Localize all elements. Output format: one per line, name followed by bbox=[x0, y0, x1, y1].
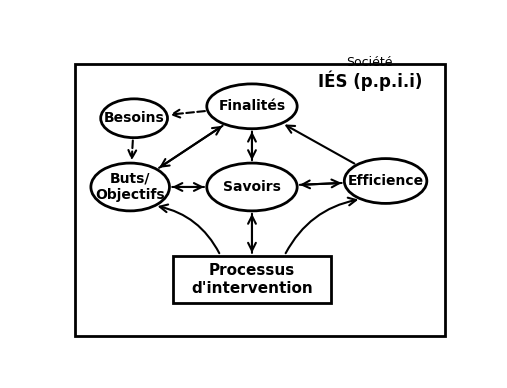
Ellipse shape bbox=[91, 163, 169, 211]
Text: Efficience: Efficience bbox=[347, 174, 424, 188]
Text: IÉS (p.p.i.i): IÉS (p.p.i.i) bbox=[318, 71, 422, 91]
Ellipse shape bbox=[207, 84, 297, 129]
Ellipse shape bbox=[207, 163, 297, 211]
Ellipse shape bbox=[344, 159, 427, 203]
Text: Processus
d'intervention: Processus d'intervention bbox=[191, 263, 313, 296]
FancyBboxPatch shape bbox=[173, 256, 331, 303]
Text: Société: Société bbox=[347, 55, 393, 69]
Text: Savoirs: Savoirs bbox=[223, 180, 281, 194]
Text: Buts/
Objectifs: Buts/ Objectifs bbox=[95, 172, 165, 202]
Ellipse shape bbox=[101, 99, 167, 138]
Text: Finalités: Finalités bbox=[219, 99, 285, 113]
Text: Besoins: Besoins bbox=[104, 111, 164, 125]
FancyBboxPatch shape bbox=[75, 64, 445, 336]
